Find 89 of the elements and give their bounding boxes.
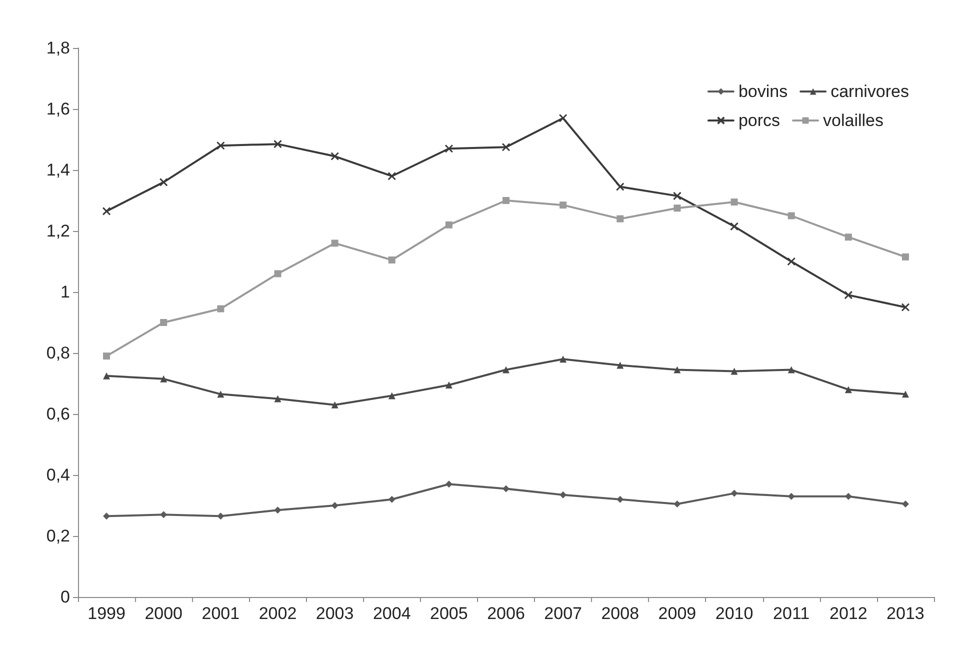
point — [788, 492, 795, 500]
legend-label: porcs — [738, 111, 780, 130]
point — [730, 198, 738, 206]
point — [102, 206, 111, 216]
x-tick-label: 2006 — [487, 604, 525, 623]
point — [560, 202, 567, 209]
y-tick-label: 0 — [60, 588, 70, 606]
x-tick-label: 1999 — [88, 604, 126, 623]
point — [217, 390, 224, 398]
point — [103, 512, 110, 520]
point — [444, 144, 454, 153]
point — [502, 485, 510, 492]
legend-label: bovins — [738, 82, 788, 101]
point — [844, 234, 852, 241]
point — [445, 480, 452, 488]
point — [674, 366, 681, 374]
point — [616, 362, 624, 369]
y-tick-label: 0,8 — [46, 344, 70, 362]
point — [901, 303, 910, 312]
y-tick-label: 0,6 — [46, 404, 70, 424]
x-tick-label: 2001 — [202, 604, 240, 623]
x-tick-label: 2004 — [372, 604, 411, 623]
point — [844, 386, 852, 394]
point — [388, 172, 396, 180]
point — [616, 215, 624, 222]
point — [217, 305, 224, 312]
y-tick-label: 0,2 — [46, 526, 70, 546]
y-tick-label: 0,4 — [46, 466, 70, 484]
point — [788, 366, 795, 374]
point — [331, 502, 338, 509]
point — [844, 290, 853, 300]
y-tick-label: 1,2 — [46, 222, 70, 240]
point — [730, 222, 739, 231]
point — [274, 395, 282, 402]
point — [388, 496, 396, 503]
point — [160, 319, 168, 326]
point — [502, 142, 510, 152]
point — [672, 192, 682, 200]
x-tick-label: 2002 — [258, 604, 297, 623]
x-tick-label: 2013 — [886, 604, 924, 623]
point — [558, 114, 568, 122]
point — [388, 392, 396, 400]
point — [160, 375, 168, 382]
point — [902, 253, 909, 260]
x-tick-label: 2012 — [829, 604, 868, 623]
point — [844, 492, 852, 500]
point — [616, 182, 624, 192]
x-tick-label: 2010 — [715, 604, 754, 623]
x-tick-label: 2003 — [316, 604, 354, 623]
point — [331, 240, 338, 247]
legend-label: volailles — [823, 111, 884, 130]
point — [902, 500, 909, 508]
point — [330, 152, 340, 161]
point — [160, 511, 168, 518]
point — [159, 178, 168, 186]
x-tick-label: 2011 — [773, 604, 810, 623]
point — [274, 506, 282, 514]
legend-label: carnivores — [830, 82, 910, 101]
point — [788, 212, 795, 220]
point — [902, 390, 909, 398]
y-tick-label: 1 — [60, 282, 70, 302]
point — [388, 256, 396, 264]
point — [274, 270, 282, 278]
point — [787, 257, 796, 266]
x-tick-label: 2008 — [601, 604, 640, 623]
y-tick-label: 1,6 — [46, 100, 70, 118]
point — [560, 491, 567, 498]
point — [502, 366, 510, 374]
x-tick-label: 2009 — [658, 604, 696, 623]
point — [730, 490, 738, 497]
point — [273, 140, 282, 148]
point — [560, 356, 567, 363]
x-tick-label: 2005 — [430, 604, 468, 623]
x-tick-label: 2007 — [544, 604, 582, 623]
point — [331, 401, 338, 408]
point — [616, 496, 624, 503]
x-tick-label: 2000 — [144, 604, 183, 623]
point — [217, 512, 224, 520]
point — [674, 500, 681, 508]
point — [730, 368, 738, 375]
point — [445, 382, 452, 389]
y-tick-label: 1,4 — [46, 160, 70, 180]
point — [445, 221, 452, 228]
point — [103, 372, 110, 380]
point — [103, 352, 110, 360]
point — [502, 197, 510, 204]
point — [674, 204, 681, 212]
point — [216, 141, 225, 150]
y-tick-label: 1,8 — [46, 38, 70, 58]
